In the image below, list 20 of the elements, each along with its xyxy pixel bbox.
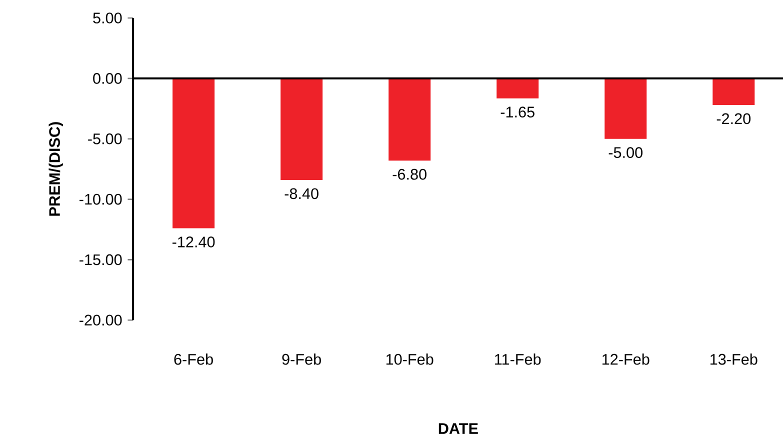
x-tick-label: 9-Feb: [282, 354, 321, 365]
data-label: -12.40: [172, 236, 215, 248]
x-tick-label: 11-Feb: [495, 354, 541, 365]
y-axis-title: PREM/(DISC): [48, 122, 64, 216]
data-label: -5.00: [608, 147, 642, 158]
x-tick-label: 13-Feb: [710, 354, 758, 365]
data-label: -2.20: [716, 113, 751, 124]
y-tick-label: -10.00: [80, 194, 122, 205]
x-tick-label: 12-Feb: [602, 354, 650, 365]
y-tick-label: 5.00: [93, 12, 122, 24]
data-label: -8.40: [284, 188, 318, 200]
y-tick-label: -20.00: [80, 314, 122, 326]
x-tick-label: 6-Feb: [174, 354, 213, 365]
data-label: -1.65: [500, 106, 534, 118]
data-label: -6.80: [392, 168, 426, 180]
y-tick-label: -15.00: [80, 254, 122, 266]
x-axis-title: DATE: [438, 423, 478, 434]
x-tick-label: 10-Feb: [386, 354, 434, 365]
y-tick-label: -5.00: [88, 134, 122, 144]
y-tick-label: 0.00: [93, 73, 122, 84]
